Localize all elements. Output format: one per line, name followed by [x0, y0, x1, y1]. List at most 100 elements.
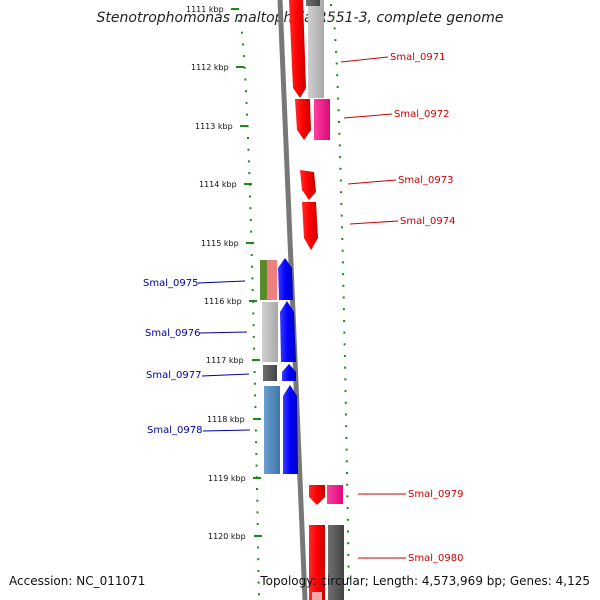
- kbp-tick: [249, 300, 257, 302]
- accession-text: Accession: NC_011071: [9, 574, 146, 588]
- leader-line: [343, 113, 393, 119]
- ruler-dot: [249, 207, 252, 210]
- gene-label-smal-0976[interactable]: Smal_0976: [145, 328, 200, 339]
- kbp-label: 1115 kbp: [201, 239, 239, 248]
- kbp-tick: [246, 242, 254, 244]
- ruler-dot: [347, 530, 349, 533]
- gene-arrow-smal-0974[interactable]: [302, 202, 318, 250]
- ruler-dot: [347, 577, 350, 580]
- ruler-dot: [347, 553, 350, 556]
- ruler-dot: [252, 335, 255, 338]
- gene-block-steel: [264, 386, 280, 474]
- ruler-dot: [250, 254, 253, 256]
- ruler-dot: [256, 523, 259, 526]
- ruler-dot: [344, 378, 347, 381]
- ruler-dot: [343, 343, 346, 346]
- ruler-dot: [247, 148, 250, 151]
- ruler-dot: [338, 144, 341, 147]
- ruler-dot: [333, 27, 336, 30]
- gene-labels: Smal_0971 Smal_0972 Smal_0973 Smal_0974 …: [143, 52, 463, 564]
- ruler-dot: [340, 191, 343, 194]
- kbp-label: 1112 kbp: [191, 63, 229, 72]
- gene-block-green: [260, 260, 267, 300]
- ruler-dot: [242, 55, 245, 58]
- leader-line: [201, 373, 250, 377]
- gene-arrow-smal-0978[interactable]: [283, 385, 298, 474]
- ruler-dot: [346, 507, 349, 510]
- ruler-dot: [242, 43, 244, 46]
- ruler-dot: [238, 20, 240, 22]
- kbp-tick: [244, 183, 252, 185]
- gene-arrow-smal-0979[interactable]: [309, 485, 325, 505]
- leader-line: [199, 331, 248, 334]
- ruler-dot: [245, 101, 248, 104]
- leader-line: [197, 280, 246, 284]
- gene-label-smal-0979[interactable]: Smal_0979: [408, 489, 463, 500]
- ruler-dot: [338, 132, 341, 135]
- ruler-dot: [341, 249, 344, 252]
- ruler-dot: [345, 460, 348, 463]
- ruler-dot: [339, 167, 342, 170]
- ruler-dot: [334, 39, 337, 42]
- gene-arrow-smal-0976[interactable]: [280, 301, 296, 362]
- gene-label-smal-0974[interactable]: Smal_0974: [400, 216, 455, 227]
- kbp-scale: 1111 kbp 1112 kbp 1113 kbp 1114 kbp 1115…: [186, 5, 262, 541]
- ruler-dot: [257, 558, 260, 561]
- gene-arrow-smal-0973[interactable]: [300, 170, 316, 200]
- kbp-label: 1114 kbp: [199, 180, 237, 189]
- gene-label-smal-0980[interactable]: Smal_0980: [408, 553, 463, 564]
- gene-label-smal-0971[interactable]: Smal_0971: [390, 52, 445, 63]
- ruler-dot: [339, 156, 342, 159]
- ruler-dot: [345, 413, 347, 416]
- ruler-dot: [256, 499, 259, 502]
- ruler-dot: [341, 226, 343, 229]
- ruler-dot: [343, 355, 346, 357]
- gene-arrow-smal-0972[interactable]: [295, 99, 311, 140]
- ruler-dot: [256, 511, 259, 514]
- gene-label-smal-0975[interactable]: Smal_0975: [143, 278, 198, 289]
- gene-block-light: [312, 592, 322, 600]
- ruler-dot: [342, 273, 345, 276]
- ruler-dot: [336, 74, 339, 77]
- kbp-label: 1119 kbp: [208, 474, 246, 483]
- gene-arrow-smal-0977[interactable]: [282, 364, 296, 381]
- gene-block-dark: [263, 365, 277, 381]
- ruler-dot: [246, 113, 249, 116]
- leader-line: [340, 56, 389, 63]
- ruler-dot: [244, 78, 247, 81]
- kbp-label: 1116 kbp: [204, 297, 242, 306]
- gene-block-pink: [314, 99, 330, 140]
- kbp-tick: [253, 418, 261, 420]
- gene-arrow-smal-0971[interactable]: [289, 0, 306, 98]
- ruler-dot: [253, 382, 256, 385]
- ruler-dot: [344, 366, 347, 369]
- kbp-tick: [252, 359, 260, 361]
- gene-arrow-smal-0980[interactable]: [309, 525, 325, 600]
- ruler-dot: [345, 448, 348, 451]
- ruler-dot: [340, 202, 343, 205]
- ruler-dot: [337, 97, 340, 100]
- leader-line: [349, 220, 399, 225]
- ruler-dot: [256, 488, 258, 490]
- ruler-dot: [252, 324, 255, 327]
- gene-label-smal-0977[interactable]: Smal_0977: [146, 370, 201, 381]
- scale-ruler-right: [330, 4, 350, 591]
- ruler-dot: [346, 518, 349, 521]
- gene-label-smal-0973[interactable]: Smal_0973: [398, 175, 453, 186]
- forward-strand-features: [289, 0, 344, 600]
- ruler-dot: [257, 569, 260, 572]
- leader-lines: [197, 56, 406, 559]
- gene-label-smal-0978[interactable]: Smal_0978: [147, 425, 202, 436]
- ruler-dot: [255, 441, 258, 444]
- gene-arrow-smal-0975[interactable]: [278, 258, 293, 300]
- gene-label-smal-0972[interactable]: Smal_0972: [394, 109, 449, 120]
- kbp-label: 1118 kbp: [207, 415, 245, 424]
- ruler-dot: [347, 565, 350, 568]
- ruler-dot: [253, 371, 256, 373]
- ruler-dot: [257, 581, 260, 584]
- ruler-dot: [336, 85, 339, 88]
- kbp-tick: [240, 125, 248, 127]
- ruler-dot: [342, 296, 345, 299]
- ruler-dot: [255, 464, 258, 467]
- ruler-dot: [344, 390, 347, 393]
